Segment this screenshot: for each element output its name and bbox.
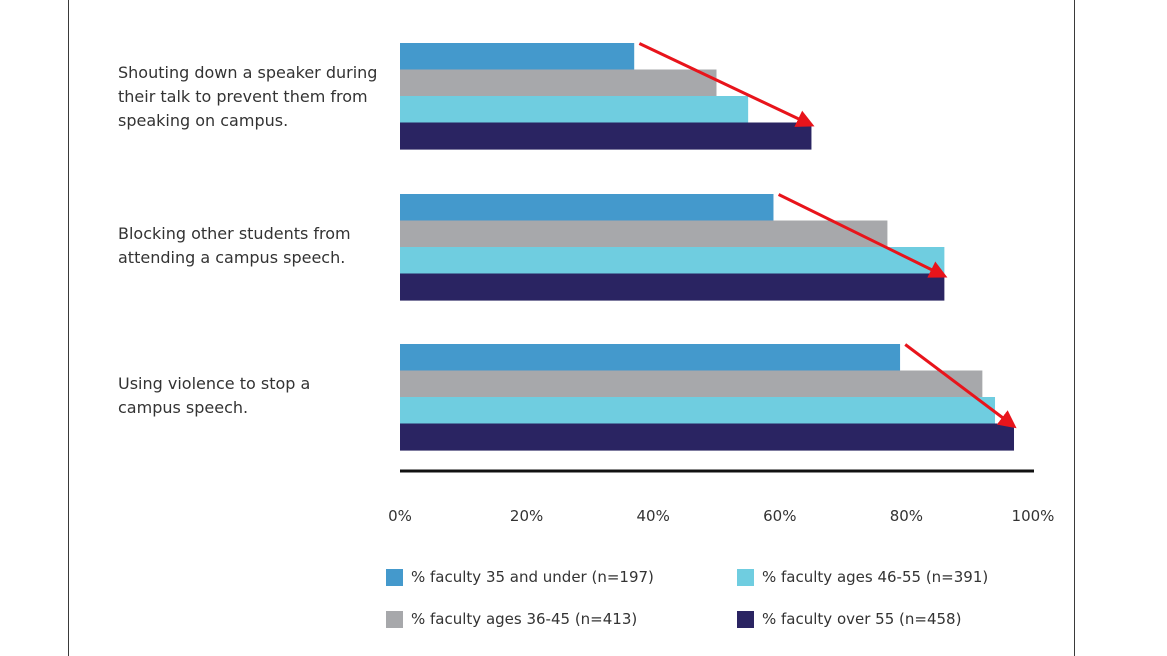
legend-swatch <box>386 568 403 586</box>
legend-label: % faculty ages 36-45 (n=413) <box>411 610 638 628</box>
x-tick-label: 40% <box>637 507 670 525</box>
legend-item: % faculty ages 46-55 (n=391) <box>737 567 988 587</box>
legend-label: % faculty over 55 (n=458) <box>762 610 962 628</box>
x-tick-label: 100% <box>1012 507 1055 525</box>
bar-cat3-series3 <box>400 397 996 425</box>
bar-cat2-series2 <box>400 220 888 248</box>
legend-item: % faculty over 55 (n=458) <box>737 609 961 629</box>
left-frame-border <box>68 0 69 656</box>
legend-label: % faculty ages 46-55 (n=391) <box>762 568 989 586</box>
bar-cat1-series3 <box>400 96 749 124</box>
trend-arrow-3 <box>904 343 1017 429</box>
category-label-line: campus speech. <box>118 398 249 417</box>
x-tick-label: 0% <box>388 507 412 525</box>
trend-arrow-2 <box>777 193 948 278</box>
bar-cat1-series2 <box>400 69 717 97</box>
x-tick-label: 80% <box>890 507 923 525</box>
legend-swatch <box>737 610 754 628</box>
bar-cat3-series4 <box>400 423 1015 451</box>
bar-cat3-series1 <box>400 344 901 372</box>
bar-cat1-series4 <box>400 122 812 150</box>
category-label-2: Blocking other students from attending a … <box>118 222 388 270</box>
bar-cat1-series1 <box>400 43 635 71</box>
legend-swatch <box>386 610 403 628</box>
category-label-line: their talk to prevent them from <box>118 87 368 106</box>
category-label-line: attending a campus speech. <box>118 248 346 267</box>
category-label-line: Blocking other students from <box>118 224 351 243</box>
right-frame-border <box>1074 0 1075 656</box>
category-label-line: speaking on campus. <box>118 111 289 130</box>
legend-item: % faculty ages 36-45 (n=413) <box>386 609 637 629</box>
category-label-3: Using violence to stop a campus speech. <box>118 372 388 420</box>
legend-swatch <box>737 568 754 586</box>
bar-cat2-series4 <box>400 273 945 301</box>
category-label-1: Shouting down a speaker during their talk… <box>118 61 388 133</box>
legend-label: % faculty 35 and under (n=197) <box>411 568 654 586</box>
bar-cat2-series3 <box>400 247 945 275</box>
legend-item: % faculty 35 and under (n=197) <box>386 567 654 587</box>
category-label-line: Shouting down a speaker during <box>118 63 378 82</box>
bar-cat3-series2 <box>400 370 983 398</box>
x-tick-label: 60% <box>763 507 796 525</box>
category-label-line: Using violence to stop a <box>118 374 311 393</box>
x-tick-label: 20% <box>510 507 543 525</box>
bar-cat2-series1 <box>400 194 774 222</box>
trend-arrow-1 <box>638 42 815 127</box>
